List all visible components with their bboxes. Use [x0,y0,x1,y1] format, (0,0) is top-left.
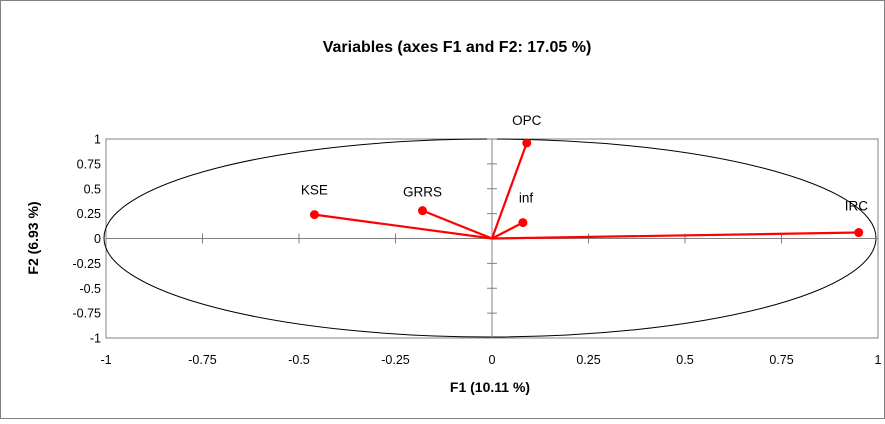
vector-line [490,142,528,239]
variable-point [418,206,428,216]
vector-line [422,209,493,240]
variable-label: IRC [845,199,869,214]
y-axis-title: F2 (6.93 %) [25,201,41,274]
y-tick-label: -0.5 [79,282,101,296]
variable-point [518,218,528,228]
vector-line [491,231,859,240]
variable-label: OPC [512,113,542,128]
y-tick-label: -1 [90,332,101,346]
x-axis-title: F1 (10.11 %) [450,379,530,395]
y-tick-label: 0.25 [77,207,101,221]
x-tick-label: 0.5 [676,353,693,367]
variable-labels: OPC GRRS KSE inf IRC [301,113,868,214]
y-tick-label: -0.25 [73,257,102,271]
variable-label: inf [519,191,534,206]
x-tick-label: 0 [489,353,496,367]
y-tick-label: 0.75 [77,157,101,171]
chart-title: Variables (axes F1 and F2: 17.05 %) [323,39,592,56]
x-tick-labels: -1 -0.75 -0.5 -0.25 0 0.25 0.5 0.75 1 [100,353,881,367]
variable-label: GRRS [403,185,442,200]
x-tick-label: -0.5 [288,353,310,367]
x-tick-label: -0.25 [381,353,410,367]
y-tick-label: 0 [94,232,101,246]
variable-point [854,228,864,238]
y-tick-label: -0.75 [73,307,102,321]
vector-line [314,213,493,240]
y-tick-label: 0.5 [84,182,101,196]
variable-point [309,210,319,220]
variable-point [522,138,532,148]
variable-vectors [309,138,864,240]
vector-line [491,221,524,240]
y-tick-label: 1 [94,133,101,147]
x-tick-label: 0.75 [769,353,793,367]
variable-label: KSE [301,183,328,198]
x-tick-label: -1 [100,353,111,367]
y-tick-labels: 1 0.75 0.5 0.25 0 -0.25 -0.5 -0.75 -1 [73,133,102,346]
x-tick-label: 1 [875,353,882,367]
x-tick-label: 0.25 [576,353,600,367]
x-tick-label: -0.75 [188,353,217,367]
